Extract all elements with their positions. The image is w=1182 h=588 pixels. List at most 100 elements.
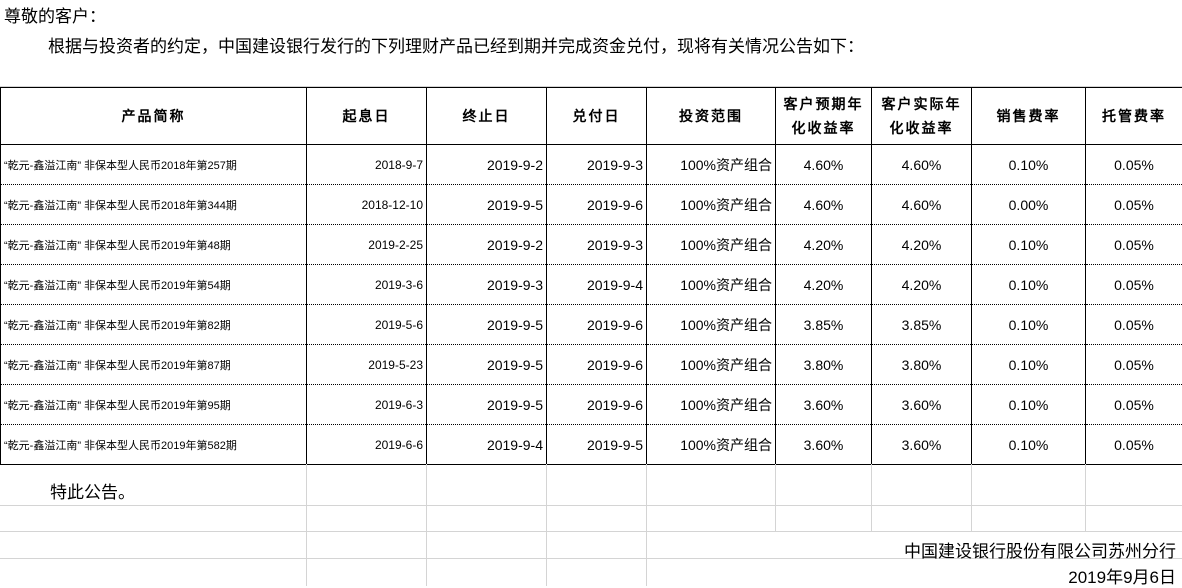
cell-investment-scope: 100%资产组合 xyxy=(647,345,776,385)
cell-investment-scope: 100%资产组合 xyxy=(647,305,776,345)
header-expected-yield: 客户预期年化收益率 xyxy=(776,88,872,145)
cell-end-date: 2019-9-5 xyxy=(427,305,547,345)
cell-payment-date: 2019-9-6 xyxy=(547,385,647,425)
cell-expected-yield: 4.60% xyxy=(776,145,872,185)
cell-end-date: 2019-9-2 xyxy=(427,225,547,265)
header-custody-fee: 托管费率 xyxy=(1086,88,1182,145)
announcement-date: 2019年9月6日 xyxy=(1068,563,1176,588)
cell-end-date: 2019-9-5 xyxy=(427,385,547,425)
header-line: 客户实际年 xyxy=(882,96,962,112)
cell-custody-fee: 0.05% xyxy=(1086,345,1182,385)
cell-expected-yield: 4.20% xyxy=(776,225,872,265)
gridline xyxy=(1085,464,1086,531)
cell-start-date: 2019-3-6 xyxy=(307,265,427,305)
cell-end-date: 2019-9-2 xyxy=(427,145,547,185)
header-line: 客户预期年 xyxy=(784,96,864,112)
cell-start-date: 2019-6-3 xyxy=(307,385,427,425)
product-table: 产品简称 起息日 终止日 兑付日 投资范围 客户预期年化收益率 客户实际年化收益… xyxy=(0,87,1182,465)
gridline xyxy=(0,531,1182,532)
cell-sales-fee: 0.10% xyxy=(972,425,1086,465)
empty-grid xyxy=(0,464,1182,586)
cell-custody-fee: 0.05% xyxy=(1086,305,1182,345)
cell-sales-fee: 0.10% xyxy=(972,265,1086,305)
cell-sales-fee: 0.10% xyxy=(972,225,1086,265)
cell-start-date: 2018-9-7 xyxy=(307,145,427,185)
cell-payment-date: 2019-9-4 xyxy=(547,265,647,305)
gridline xyxy=(546,464,547,531)
cell-sales-fee: 0.10% xyxy=(972,345,1086,385)
cell-product-name: “乾元-鑫溢江南” 非保本型人民币2019年第54期 xyxy=(1,265,307,305)
header-actual-yield: 客户实际年化收益率 xyxy=(872,88,972,145)
cell-investment-scope: 100%资产组合 xyxy=(647,265,776,305)
header-sales-fee: 销售费率 xyxy=(972,88,1086,145)
closing-text: 特此公告。 xyxy=(50,478,135,503)
gridline xyxy=(775,464,776,531)
cell-custody-fee: 0.05% xyxy=(1086,185,1182,225)
cell-product-name: “乾元-鑫溢江南” 非保本型人民币2019年第95期 xyxy=(1,385,307,425)
header-product-name: 产品简称 xyxy=(1,88,307,145)
cell-payment-date: 2019-9-6 xyxy=(547,185,647,225)
intro-text: 根据与投资者的约定，中国建设银行发行的下列理财产品已经到期并完成资金兑付，现将有… xyxy=(48,32,864,57)
cell-custody-fee: 0.05% xyxy=(1086,425,1182,465)
cell-actual-yield: 3.85% xyxy=(872,305,972,345)
cell-expected-yield: 3.60% xyxy=(776,425,872,465)
header-line: 化收益率 xyxy=(792,120,856,136)
cell-expected-yield: 3.60% xyxy=(776,385,872,425)
cell-expected-yield: 4.20% xyxy=(776,265,872,305)
cell-actual-yield: 3.60% xyxy=(872,425,972,465)
cell-product-name: “乾元-鑫溢江南” 非保本型人民币2018年第257期 xyxy=(1,145,307,185)
cell-product-name: “乾元-鑫溢江南” 非保本型人民币2019年第87期 xyxy=(1,345,307,385)
cell-investment-scope: 100%资产组合 xyxy=(647,225,776,265)
cell-expected-yield: 3.80% xyxy=(776,345,872,385)
cell-start-date: 2019-5-6 xyxy=(307,305,427,345)
cell-product-name: “乾元-鑫溢江南” 非保本型人民币2019年第48期 xyxy=(1,225,307,265)
cell-custody-fee: 0.05% xyxy=(1086,225,1182,265)
gridline xyxy=(426,464,427,531)
signature: 中国建设银行股份有限公司苏州分行 xyxy=(904,537,1176,562)
cell-end-date: 2019-9-4 xyxy=(427,425,547,465)
header-payment-date: 兑付日 xyxy=(547,88,647,145)
cell-actual-yield: 4.20% xyxy=(872,225,972,265)
header-investment-scope: 投资范围 xyxy=(647,88,776,145)
cell-expected-yield: 3.85% xyxy=(776,305,872,345)
cell-sales-fee: 0.10% xyxy=(972,145,1086,185)
cell-investment-scope: 100%资产组合 xyxy=(647,425,776,465)
cell-product-name: “乾元-鑫溢江南” 非保本型人民币2018年第344期 xyxy=(1,185,307,225)
gridline xyxy=(971,464,972,531)
cell-product-name: “乾元-鑫溢江南” 非保本型人民币2019年第82期 xyxy=(1,305,307,345)
cell-custody-fee: 0.05% xyxy=(1086,265,1182,305)
cell-investment-scope: 100%资产组合 xyxy=(647,185,776,225)
gridline xyxy=(646,464,647,531)
cell-payment-date: 2019-9-3 xyxy=(547,225,647,265)
table-header-row: 产品简称 起息日 终止日 兑付日 投资范围 客户预期年化收益率 客户实际年化收益… xyxy=(1,88,1182,145)
cell-payment-date: 2019-9-6 xyxy=(547,345,647,385)
cell-end-date: 2019-9-5 xyxy=(427,185,547,225)
cell-start-date: 2019-6-6 xyxy=(307,425,427,465)
cell-investment-scope: 100%资产组合 xyxy=(647,145,776,185)
cell-payment-date: 2019-9-3 xyxy=(547,145,647,185)
header-end-date: 终止日 xyxy=(427,88,547,145)
cell-sales-fee: 0.10% xyxy=(972,305,1086,345)
cell-sales-fee: 0.00% xyxy=(972,185,1086,225)
header-start-date: 起息日 xyxy=(307,88,427,145)
cell-investment-scope: 100%资产组合 xyxy=(647,385,776,425)
gridline xyxy=(306,531,307,586)
cell-actual-yield: 4.60% xyxy=(872,185,972,225)
cell-payment-date: 2019-9-6 xyxy=(547,305,647,345)
cell-sales-fee: 0.10% xyxy=(972,385,1086,425)
gridline xyxy=(306,464,307,531)
gridline xyxy=(0,505,1182,506)
cell-custody-fee: 0.05% xyxy=(1086,145,1182,185)
cell-start-date: 2019-2-25 xyxy=(307,225,427,265)
cell-start-date: 2019-5-23 xyxy=(307,345,427,385)
cell-actual-yield: 3.80% xyxy=(872,345,972,385)
cell-actual-yield: 4.60% xyxy=(872,145,972,185)
cell-end-date: 2019-9-5 xyxy=(427,345,547,385)
